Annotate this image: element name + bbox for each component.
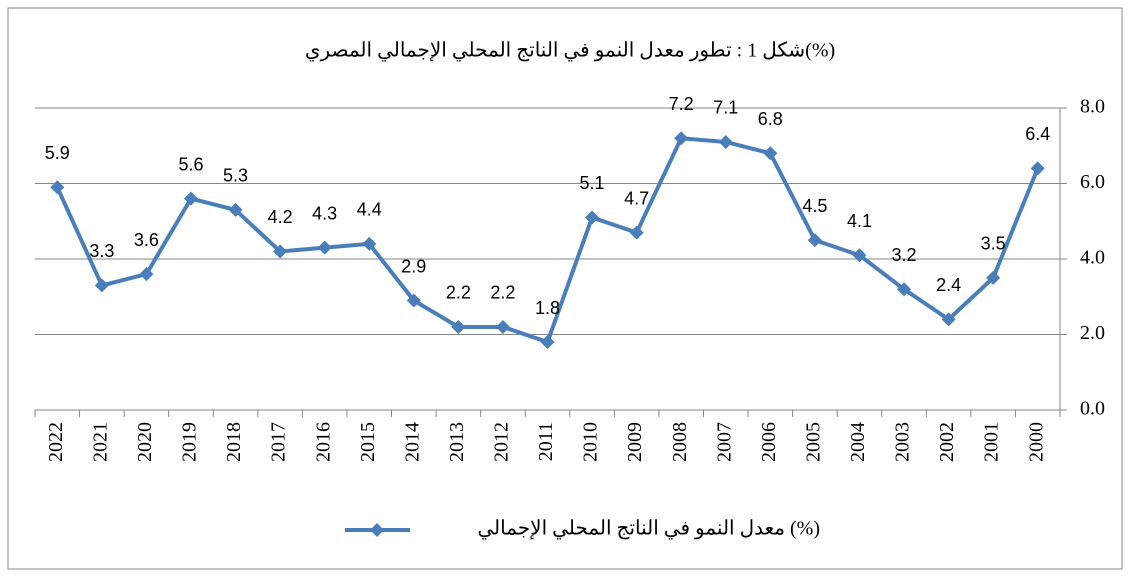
x-tick-label: 2006 — [758, 422, 780, 462]
data-marker — [540, 335, 555, 350]
x-tick-label: 2021 — [89, 422, 111, 462]
x-tick-label: 2000 — [1025, 422, 1047, 462]
data-marker — [807, 233, 822, 248]
x-tick-label: 2014 — [401, 422, 423, 462]
data-label: 5.9 — [45, 143, 70, 163]
x-tick-label: 2022 — [45, 422, 67, 462]
data-marker — [228, 202, 243, 217]
data-marker — [763, 146, 778, 161]
data-label: 2.2 — [446, 283, 471, 303]
x-tick-label: 2019 — [179, 422, 201, 462]
x-tick-label: 2011 — [535, 422, 557, 461]
legend-marker — [370, 523, 384, 537]
data-marker — [273, 244, 288, 259]
data-marker — [495, 319, 510, 334]
data-label: 3.3 — [89, 241, 114, 261]
data-marker — [852, 248, 867, 263]
data-label: 4.7 — [624, 188, 649, 208]
data-marker — [585, 210, 600, 225]
data-marker — [718, 134, 733, 149]
data-label: 5.3 — [223, 166, 248, 186]
data-marker — [897, 282, 912, 297]
data-label: 7.1 — [713, 98, 738, 118]
x-tick-label: 2004 — [847, 422, 869, 462]
x-tick-label: 2015 — [357, 422, 379, 462]
data-label: 4.5 — [802, 196, 827, 216]
data-marker — [139, 267, 154, 282]
data-label: 6.4 — [1025, 124, 1050, 144]
y-tick-label: 4.0 — [1080, 247, 1105, 269]
x-tick-label: 2003 — [892, 422, 914, 462]
x-tick-label: 2012 — [491, 422, 513, 462]
x-tick-label: 2018 — [223, 422, 245, 462]
x-tick-label: 2016 — [312, 422, 334, 462]
data-label: 3.2 — [892, 245, 917, 265]
data-label: 1.8 — [535, 298, 560, 318]
data-marker — [183, 191, 198, 206]
x-tick-label: 2009 — [624, 422, 646, 462]
data-marker — [406, 293, 421, 308]
x-tick-label: 2010 — [580, 422, 602, 462]
data-label: 2.4 — [936, 275, 961, 295]
y-tick-label: 0.0 — [1080, 398, 1105, 420]
data-marker — [362, 236, 377, 251]
x-tick-label: 2013 — [446, 422, 468, 462]
data-label: 5.6 — [178, 154, 203, 174]
x-tick-label: 2008 — [669, 422, 691, 462]
data-marker — [451, 319, 466, 334]
data-marker — [317, 240, 332, 255]
data-label: 5.1 — [580, 173, 605, 193]
data-marker — [986, 270, 1001, 285]
x-tick-label: 2017 — [268, 422, 290, 462]
data-label: 4.4 — [357, 200, 382, 220]
data-marker — [674, 131, 689, 146]
chart-title: شكل 1 : تطور معدل النمو في الناتج المحلي… — [305, 40, 835, 63]
data-label: 3.5 — [981, 234, 1006, 254]
data-marker — [50, 180, 65, 195]
x-tick-label: 2020 — [134, 422, 156, 462]
data-label: 4.1 — [847, 211, 872, 231]
data-marker — [629, 225, 644, 240]
data-label: 7.2 — [669, 94, 694, 114]
x-tick-label: 2002 — [936, 422, 958, 462]
data-marker — [94, 278, 109, 293]
data-label: 4.2 — [268, 207, 293, 227]
data-label: 2.9 — [401, 256, 426, 276]
data-marker — [1030, 161, 1045, 176]
data-label: 6.8 — [758, 109, 783, 129]
data-label: 3.6 — [134, 230, 159, 250]
data-label: 2.2 — [490, 283, 515, 303]
y-tick-label: 2.0 — [1080, 322, 1105, 344]
legend-label: معدل النمو في الناتج المحلي الإجمالي (%) — [477, 518, 820, 541]
x-tick-label: 2007 — [713, 422, 735, 462]
y-tick-label: 8.0 — [1080, 96, 1105, 118]
data-marker — [941, 312, 956, 327]
data-label: 4.3 — [312, 203, 337, 223]
x-tick-label: 2001 — [981, 422, 1003, 462]
x-tick-label: 2005 — [802, 422, 824, 462]
y-tick-label: 6.0 — [1080, 171, 1105, 193]
